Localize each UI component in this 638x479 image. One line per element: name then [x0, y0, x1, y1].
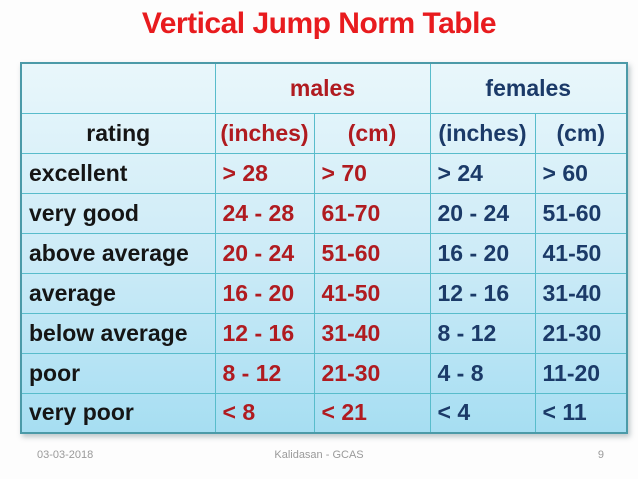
- female-inches-cell: 12 - 16: [429, 272, 536, 314]
- male-cm-cell: > 70: [313, 152, 431, 194]
- female-cm-cell: 41-50: [534, 232, 628, 274]
- male-inches-cell: 24 - 28: [214, 192, 315, 234]
- female-inches-cell: 4 - 8: [429, 352, 536, 394]
- footer-date: 03-03-2018: [37, 449, 94, 461]
- footer-page-number: 9: [597, 449, 604, 461]
- female-cm-cell: > 60: [534, 152, 628, 194]
- slide-title: Vertical Jump Norm Table: [141, 7, 497, 40]
- vertical-jump-norm-table: males females rating (inches) (cm) (inch…: [20, 62, 629, 434]
- females-inches-column-header: (inches): [429, 112, 536, 154]
- male-cm-cell: 31-40: [313, 312, 431, 354]
- males-group-header: males: [214, 62, 431, 114]
- female-cm-cell: 11-20: [534, 352, 628, 394]
- female-cm-cell: 51-60: [534, 192, 628, 234]
- rating-cell: very poor: [20, 392, 216, 434]
- footer-credit: Kalidasan - GCAS: [274, 449, 364, 461]
- female-cm-cell: < 11: [534, 392, 628, 434]
- table-row-excellent: excellent > 28 > 70 > 24 > 60: [20, 152, 628, 194]
- female-inches-cell: 16 - 20: [429, 232, 536, 274]
- male-inches-cell: 20 - 24: [214, 232, 315, 274]
- table-row-very-good: very good 24 - 28 61-70 20 - 24 51-60: [20, 192, 628, 234]
- male-cm-cell: 51-60: [313, 232, 431, 274]
- group-header-row: males females: [20, 62, 628, 114]
- female-inches-cell: < 4: [429, 392, 536, 434]
- table-row-above-average: above average 20 - 24 51-60 16 - 20 41-5…: [20, 232, 628, 274]
- rating-spacer-cell: [20, 62, 216, 114]
- female-cm-cell: 21-30: [534, 312, 628, 354]
- male-inches-cell: 12 - 16: [214, 312, 315, 354]
- rating-cell: excellent: [20, 152, 216, 194]
- rating-cell: very good: [20, 192, 216, 234]
- table-row-below-average: below average 12 - 16 31-40 8 - 12 21-30: [20, 312, 628, 354]
- table-row-poor: poor 8 - 12 21-30 4 - 8 11-20: [20, 352, 628, 394]
- female-inches-cell: 8 - 12: [429, 312, 536, 354]
- females-cm-column-header: (cm): [534, 112, 628, 154]
- male-cm-cell: 41-50: [313, 272, 431, 314]
- males-inches-column-header: (inches): [214, 112, 315, 154]
- male-inches-cell: 16 - 20: [214, 272, 315, 314]
- male-inches-cell: > 28: [214, 152, 315, 194]
- male-cm-cell: 21-30: [313, 352, 431, 394]
- female-cm-cell: 31-40: [534, 272, 628, 314]
- column-header-row: rating (inches) (cm) (inches) (cm): [20, 112, 628, 154]
- female-inches-cell: 20 - 24: [429, 192, 536, 234]
- females-group-header: females: [429, 62, 628, 114]
- rating-cell: below average: [20, 312, 216, 354]
- rating-column-header: rating: [20, 112, 216, 154]
- table-row-very-poor: very poor < 8 < 21 < 4 < 11: [20, 392, 628, 434]
- table-row-average: average 16 - 20 41-50 12 - 16 31-40: [20, 272, 628, 314]
- male-cm-cell: < 21: [313, 392, 431, 434]
- males-cm-column-header: (cm): [313, 112, 431, 154]
- rating-cell: average: [20, 272, 216, 314]
- male-inches-cell: < 8: [214, 392, 315, 434]
- rating-cell: above average: [20, 232, 216, 274]
- male-cm-cell: 61-70: [313, 192, 431, 234]
- female-inches-cell: > 24: [429, 152, 536, 194]
- male-inches-cell: 8 - 12: [214, 352, 315, 394]
- rating-cell: poor: [20, 352, 216, 394]
